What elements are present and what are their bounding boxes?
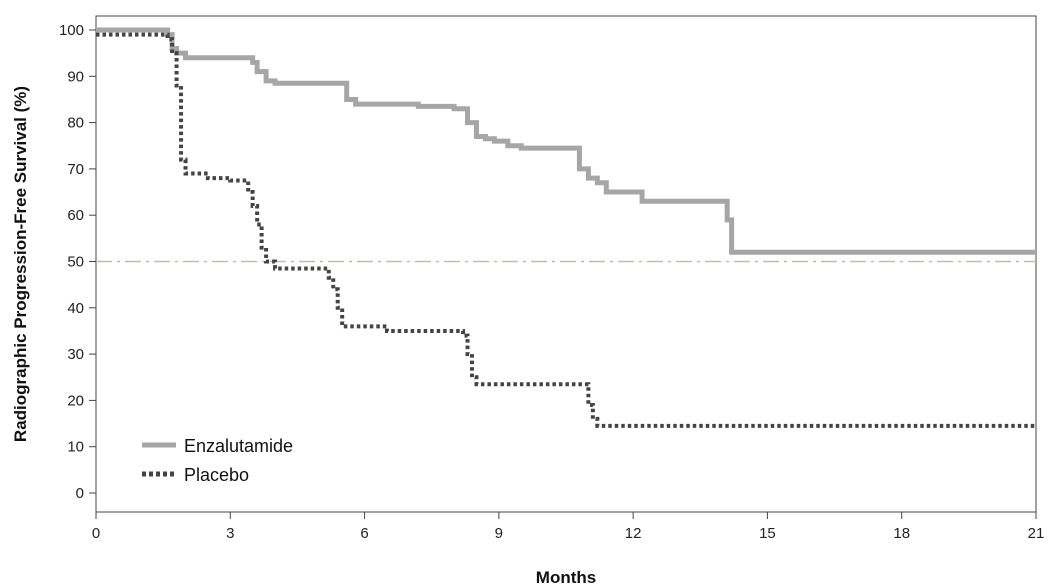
legend: Enzalutamide Placebo (142, 436, 293, 485)
survival-curves (96, 27, 1036, 428)
plot-frame (95, 15, 1037, 513)
x-axis-title: Months (536, 568, 596, 587)
y-tick-label: 50 (67, 254, 84, 271)
x-axis: 0 3 6 9 12 15 18 21 (92, 512, 1045, 542)
y-axis: 0 10 20 30 40 50 60 70 80 90 100 (59, 22, 96, 502)
x-tick-label: 15 (759, 525, 776, 542)
x-tick-label: 3 (226, 525, 234, 542)
series-line-placebo (96, 32, 1036, 428)
x-tick-label: 18 (893, 525, 910, 542)
x-tick-label: 6 (360, 525, 368, 542)
x-tick-label: 21 (1028, 525, 1045, 542)
x-tick-label: 0 (92, 525, 100, 542)
y-tick-label: 80 (67, 115, 84, 132)
series-line-enzalutamide (96, 27, 1036, 255)
legend-label-placebo: Placebo (184, 465, 249, 485)
x-tick-label: 9 (495, 525, 503, 542)
x-tick-label: 12 (625, 525, 642, 542)
y-tick-label: 40 (67, 300, 84, 317)
y-axis-title: Radiographic Progression-Free Survival (… (11, 86, 30, 442)
y-tick-label: 70 (67, 161, 84, 178)
y-tick-label: 100 (59, 22, 84, 39)
y-tick-label: 20 (67, 392, 84, 409)
legend-label-enzalutamide: Enzalutamide (184, 436, 293, 456)
y-tick-label: 10 (67, 439, 84, 456)
y-tick-label: 30 (67, 346, 84, 363)
y-tick-label: 0 (76, 485, 84, 502)
y-tick-label: 90 (67, 68, 84, 85)
y-tick-label: 60 (67, 207, 84, 224)
